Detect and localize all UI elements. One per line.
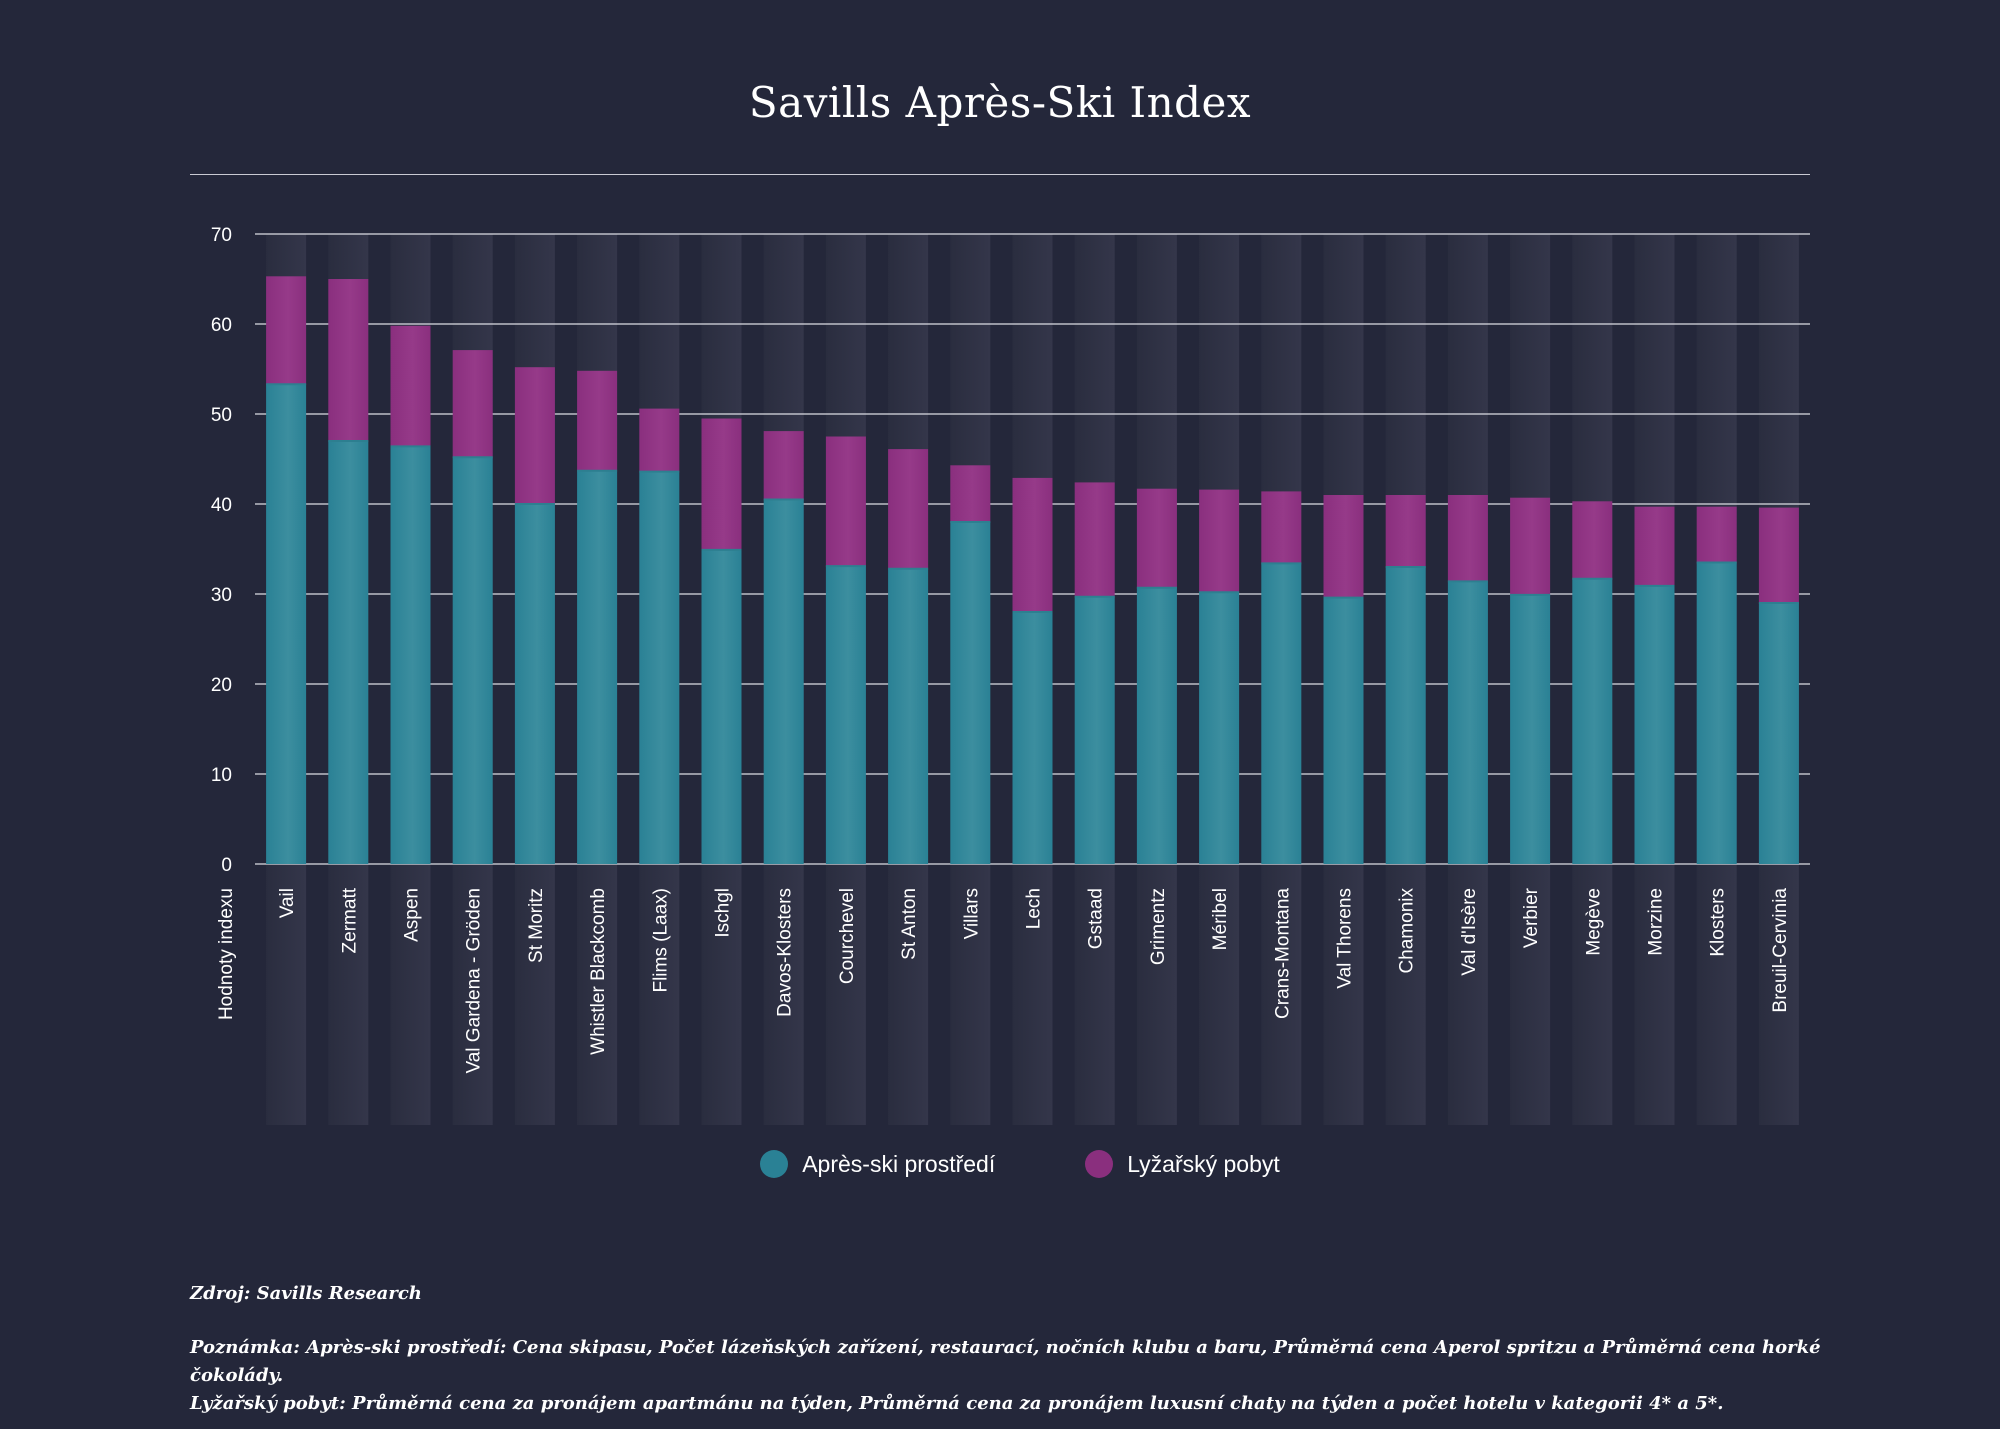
bar-apres	[950, 522, 991, 864]
footnote: Poznámka: Après-ski prostředí: Cena skip…	[190, 1334, 1830, 1418]
bar-apres	[1510, 594, 1551, 864]
x-tick-label: Whistler Blackcomb	[588, 888, 609, 1055]
footnote-line-2: Lyžařský pobyt: Průměrná cena za pronáje…	[190, 1393, 1724, 1414]
bar-ski	[1385, 495, 1426, 567]
bar-ski	[1572, 501, 1613, 579]
x-tick-label: Zermatt	[339, 887, 360, 953]
bar-apres	[1261, 563, 1302, 864]
bar-ski	[1510, 497, 1551, 595]
bar-ski	[825, 436, 866, 567]
bar-apres	[328, 441, 369, 864]
bar-apres	[1199, 592, 1240, 864]
x-tick-label: Klosters	[1708, 888, 1729, 957]
bar-ski	[328, 279, 369, 441]
x-tick-label: Megève	[1583, 888, 1604, 956]
bar-apres	[1572, 578, 1613, 864]
legend-swatch-apres	[760, 1150, 789, 1178]
bar-ski	[1634, 506, 1675, 586]
chart-title: Savills Après-Ski Index	[748, 78, 1252, 127]
y-tick-label: 50	[211, 405, 232, 426]
x-tick-label: Gstaad	[1086, 888, 1107, 949]
bar-ski	[452, 350, 493, 458]
bar-apres	[1696, 562, 1737, 864]
bar-apres	[1074, 596, 1115, 864]
x-tick-label: Breuil-Cervinia	[1770, 888, 1791, 1013]
x-tick-label: Grimentz	[1148, 888, 1169, 965]
y-axis-label: Hodnoty indexu	[216, 888, 237, 1020]
bar-ski	[1696, 506, 1737, 563]
bar-ski	[1199, 489, 1240, 593]
bar-apres	[763, 499, 804, 864]
bar-apres	[266, 384, 307, 864]
legend-item-ski: Lyžařský pobyt	[1085, 1150, 1280, 1178]
y-tick-label: 0	[221, 855, 232, 876]
bar-apres	[1447, 581, 1488, 864]
x-tick-label: Verbier	[1521, 887, 1542, 948]
bar-ski	[1012, 477, 1053, 612]
bar-ski	[701, 418, 742, 550]
bar-apres	[1323, 597, 1364, 864]
legend-swatch-ski	[1085, 1150, 1114, 1178]
bar-apres	[825, 566, 866, 864]
bar-ski	[1323, 495, 1364, 598]
bar-ski	[763, 431, 804, 500]
x-tick-label: Ischgl	[713, 888, 734, 938]
x-tick-label: Davos-Klosters	[775, 888, 796, 1017]
y-tick-label: 20	[211, 675, 232, 696]
bar-ski	[514, 367, 555, 504]
x-tick-label: Villars	[961, 888, 982, 939]
legend-label-apres: Après-ski prostředí	[802, 1150, 996, 1177]
y-tick-label: 10	[211, 765, 232, 786]
bar-apres	[639, 471, 680, 864]
bar-ski	[1447, 495, 1488, 582]
legend-label-ski: Lyžařský pobyt	[1127, 1150, 1280, 1177]
y-tick-label: 60	[211, 315, 232, 336]
x-tick-label: Flims (Laax)	[650, 888, 671, 993]
bar-ski	[1758, 507, 1799, 603]
x-tick-label: Val Gardena - Gröden	[464, 888, 485, 1074]
bar-ski	[639, 408, 680, 472]
bar-apres	[577, 470, 618, 864]
bar-apres	[1634, 585, 1675, 864]
bar-ski	[1074, 482, 1115, 597]
x-tick-label: Chamonix	[1397, 888, 1418, 974]
bar-apres	[452, 457, 493, 864]
bar-ski	[390, 325, 431, 447]
bar-ski	[950, 465, 991, 522]
x-tick-label: Méribel	[1210, 888, 1231, 950]
x-tick-label: Val d'Isère	[1459, 888, 1480, 976]
y-tick-label: 30	[211, 585, 232, 606]
bar-ski	[1261, 491, 1302, 564]
legend-item-apres: Après-ski prostředí	[760, 1150, 995, 1178]
x-tick-label: Courchevel	[837, 888, 858, 984]
bar-apres	[1758, 603, 1799, 864]
source-note: Zdroj: Savills Research	[190, 1283, 422, 1304]
x-tick-label: Aspen	[402, 888, 423, 942]
bar-apres	[1136, 587, 1177, 864]
bar-apres	[888, 568, 929, 864]
x-tick-label: Vail	[277, 888, 298, 918]
x-tick-label: Val Thorens	[1335, 888, 1356, 989]
bar-apres	[701, 549, 742, 864]
x-tick-label: St Moritz	[526, 888, 547, 963]
bar-ski	[888, 449, 929, 569]
bar-ski	[577, 370, 618, 471]
x-tick-label: Crans-Montana	[1272, 888, 1293, 1019]
title-divider	[190, 174, 1810, 175]
x-tick-label: Lech	[1024, 888, 1045, 929]
x-tick-label: St Anton	[899, 888, 920, 960]
chart-legend: Après-ski prostředí Lyžařský pobyt	[0, 1150, 2000, 1178]
footnote-line-1: Poznámka: Après-ski prostředí: Cena skip…	[190, 1337, 1821, 1386]
bar-apres	[514, 504, 555, 864]
bar-apres	[1385, 567, 1426, 864]
bar-apres	[390, 446, 431, 864]
y-tick-label: 40	[211, 495, 232, 516]
bar-ski	[1136, 488, 1177, 588]
x-tick-label: Morzine	[1646, 888, 1667, 956]
y-tick-label: 70	[211, 225, 232, 246]
bar-apres	[1012, 612, 1053, 864]
bar-ski	[266, 276, 307, 385]
